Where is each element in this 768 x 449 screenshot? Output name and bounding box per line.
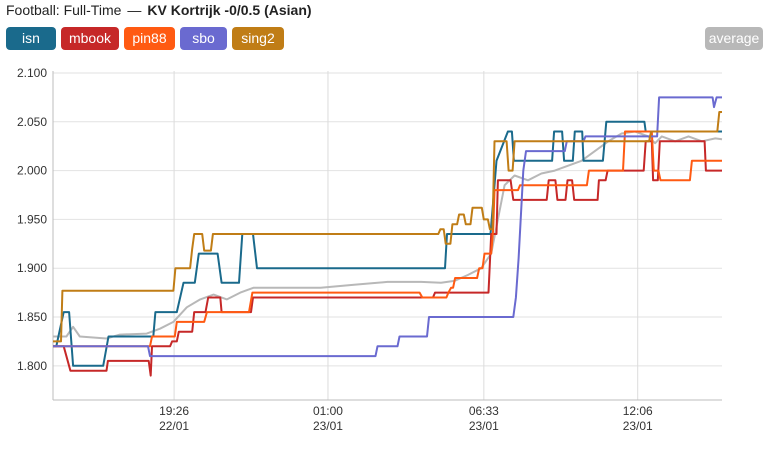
x-tick-time: 06:33 — [469, 404, 499, 418]
grid-lines — [52, 71, 722, 401]
x-tick-time: 19:26 — [159, 404, 189, 418]
legend-isn-button[interactable]: isn — [6, 27, 56, 50]
x-tick-date: 23/01 — [623, 419, 653, 433]
y-tick-label: 1.800 — [17, 359, 47, 373]
y-tick-label: 2.000 — [17, 164, 47, 178]
series-line-isn — [53, 120, 722, 367]
x-tick-date: 22/01 — [159, 419, 189, 433]
series-lines — [53, 96, 723, 377]
series-line-pin88 — [53, 130, 722, 348]
chart-title: Football: Full-Time — KV Kortrijk -0/0.5 (… — [6, 2, 312, 18]
x-tick-time: 12:06 — [623, 404, 653, 418]
x-tick-date: 23/01 — [469, 419, 499, 433]
series-legend: isn mbook pin88 sbo sing2 average — [6, 27, 766, 51]
legend-average-button[interactable]: average — [705, 27, 763, 50]
series-line-sing2 — [53, 111, 722, 343]
series-line-mbook — [53, 140, 722, 377]
x-tick-time: 01:00 — [313, 404, 343, 418]
legend-pin88-button[interactable]: pin88 — [124, 27, 175, 50]
x-tick-date: 23/01 — [313, 419, 343, 433]
title-prefix: Football: Full-Time — [6, 2, 122, 18]
legend-sing2-button[interactable]: sing2 — [232, 27, 284, 50]
series-line-sbo — [53, 96, 722, 358]
legend-mbook-button[interactable]: mbook — [61, 27, 119, 50]
y-axis-ticks: 1.800 1.850 1.900 1.950 2.000 2.050 2.100 — [17, 66, 47, 373]
title-match: KV Kortrijk -0/0.5 (Asian) — [147, 2, 312, 18]
legend-sbo-button[interactable]: sbo — [180, 27, 227, 50]
y-tick-label: 2.050 — [17, 115, 47, 129]
y-tick-label: 1.850 — [17, 310, 47, 324]
title-separator: — — [127, 2, 142, 18]
y-tick-label: 1.950 — [17, 212, 47, 226]
y-tick-label: 2.100 — [17, 66, 47, 80]
y-tick-label: 1.900 — [17, 261, 47, 275]
